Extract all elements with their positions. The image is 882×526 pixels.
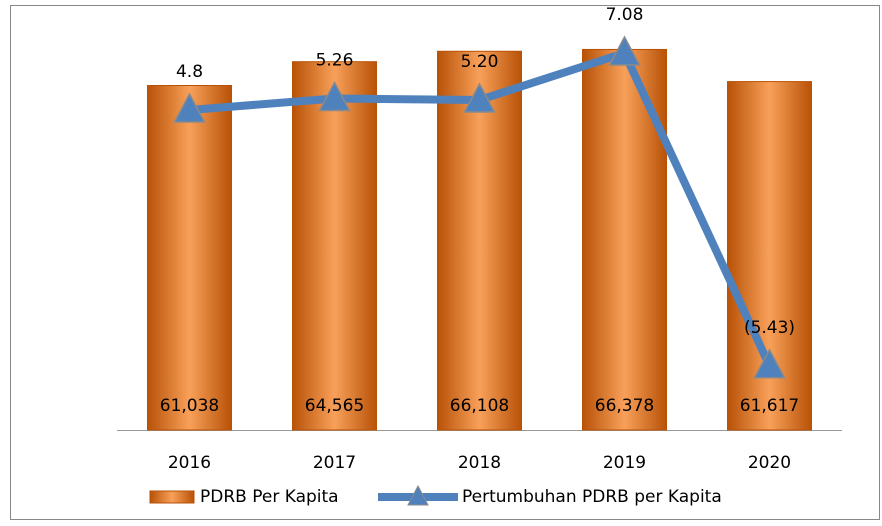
bar-value-label: 66,378: [595, 396, 654, 416]
bar-value-label: 61,617: [740, 396, 799, 416]
x-tick-label: 2016: [168, 453, 211, 473]
line-value-label: 7.08: [606, 5, 644, 25]
bar-value-label: 64,565: [305, 396, 364, 416]
bar: [292, 61, 377, 431]
bar: [147, 84, 232, 431]
bar-value-label: 66,108: [450, 396, 509, 416]
marker: [318, 80, 351, 112]
x-tick-label: 2020: [748, 453, 791, 473]
legend-label: PDRB Per Kapita: [200, 487, 339, 507]
x-tick-label: 2018: [458, 453, 501, 473]
line-value-label: 5.26: [316, 51, 354, 71]
x-tick-label: 2017: [313, 453, 356, 473]
marker: [173, 92, 206, 123]
line-value-label: (5.43): [744, 318, 795, 338]
x-tick-label: 2019: [603, 453, 646, 473]
line-value-label: 4.8: [176, 62, 203, 82]
bar-value-label: 61,038: [160, 396, 219, 416]
line-value-label: 5.20: [461, 52, 499, 72]
bar: [582, 48, 667, 431]
marker: [608, 35, 641, 66]
marker: [463, 82, 496, 113]
legend-marker: [407, 484, 429, 506]
marker: [753, 348, 786, 379]
legend-swatch: [149, 490, 195, 504]
bar: [437, 50, 522, 431]
legend-label: Pertumbuhan PDRB per Kapita: [462, 487, 722, 507]
